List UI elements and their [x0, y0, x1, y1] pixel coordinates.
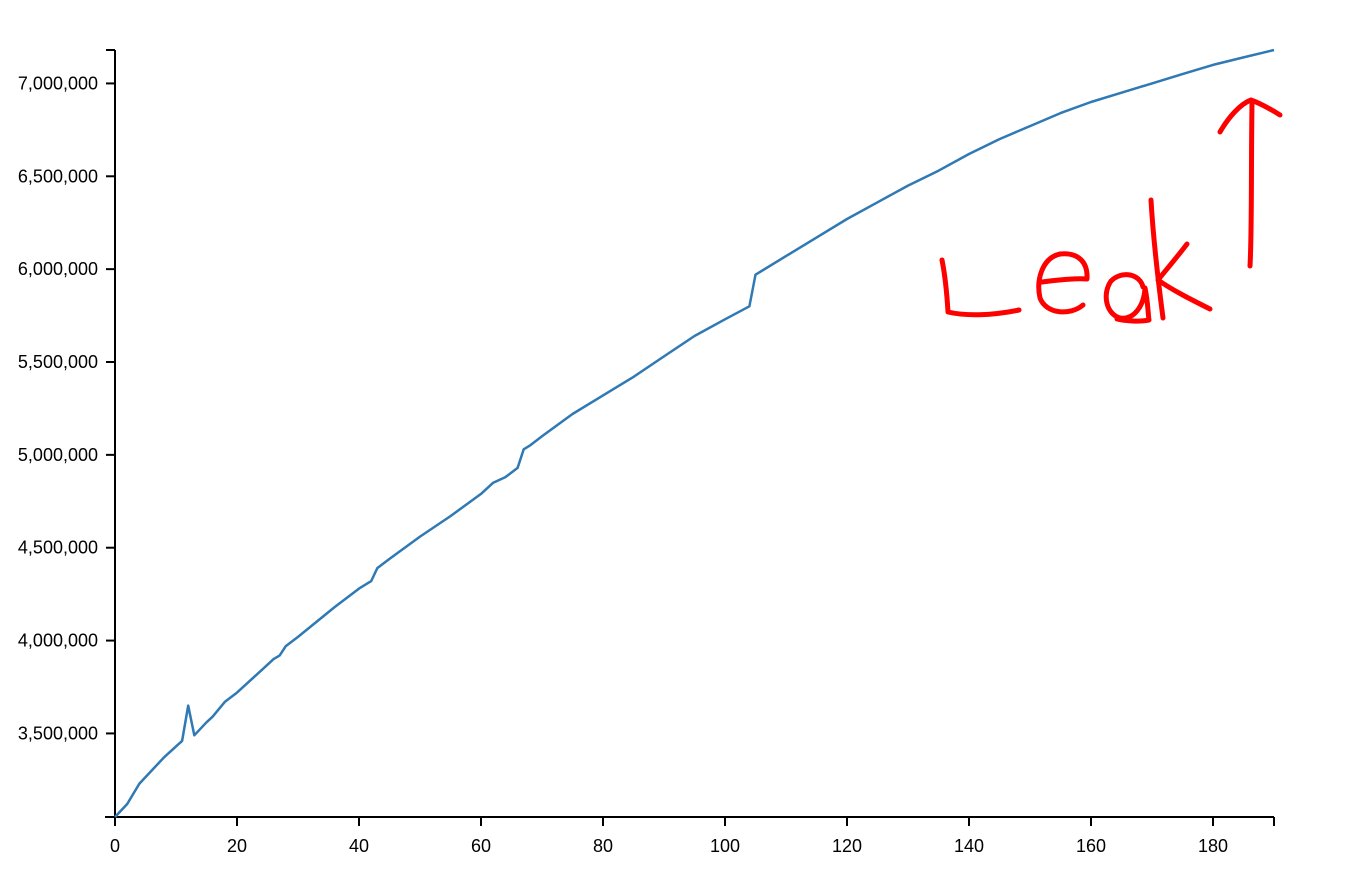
leak-annotation [939, 97, 1283, 324]
y-tick-label: 7,000,000 [18, 73, 98, 93]
up-arrow-icon [1217, 97, 1283, 269]
x-tick-label: 0 [110, 836, 120, 856]
x-tick-label: 80 [593, 836, 613, 856]
y-tick-label: 6,000,000 [18, 259, 98, 279]
x-tick-label: 60 [471, 836, 491, 856]
x-tick-label: 20 [227, 836, 247, 856]
y-axis: 3,500,000 4,000,000 4,500,000 5,000,000 5,50… [18, 49, 116, 817]
y-tick-label: 3,500,000 [18, 723, 98, 743]
x-tick-label: 100 [710, 836, 740, 856]
series-layer [114, 48, 1275, 818]
x-tick-label: 180 [1198, 836, 1228, 856]
series-line-memory [114, 48, 1275, 818]
x-tick-label: 140 [954, 836, 984, 856]
y-tick-label: 4,500,000 [18, 538, 98, 558]
y-tick-label: 5,000,000 [18, 445, 98, 465]
x-tick-label: 120 [832, 836, 862, 856]
x-tick-label: 160 [1076, 836, 1106, 856]
x-tick-label: 40 [349, 836, 369, 856]
leak-handwritten-text [939, 197, 1213, 324]
y-tick-label: 4,000,000 [18, 631, 98, 651]
x-axis: 0 20 40 60 80 100 120 140 160 180 [105, 816, 1275, 856]
y-tick-label: 6,500,000 [18, 166, 98, 186]
y-tick-label: 5,500,000 [18, 352, 98, 372]
